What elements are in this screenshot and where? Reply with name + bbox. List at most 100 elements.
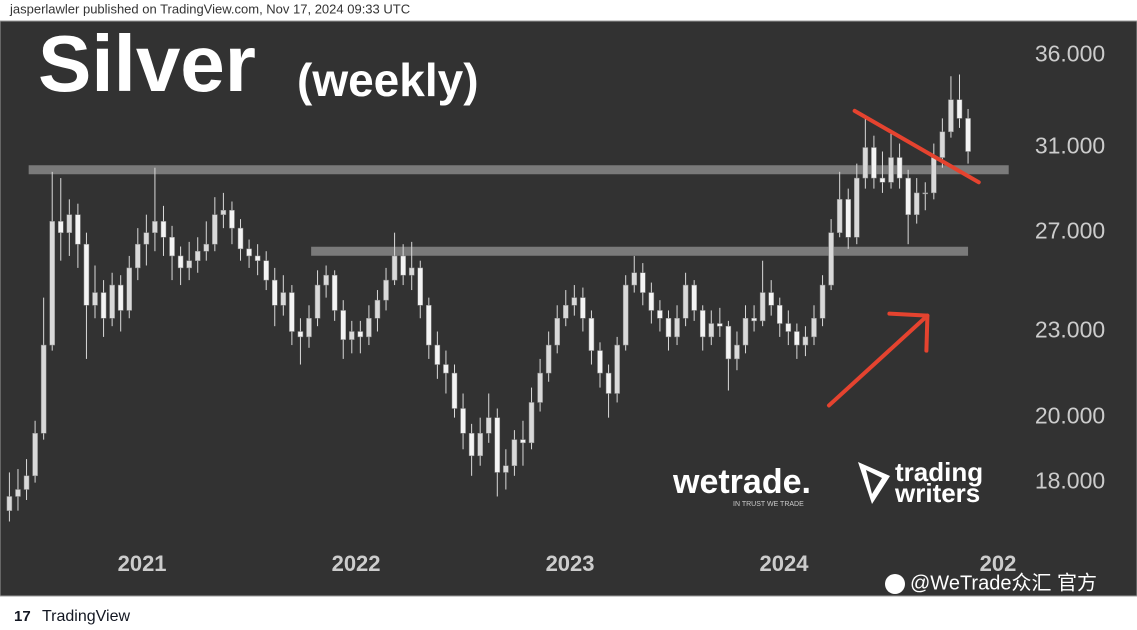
candle-body xyxy=(32,433,38,477)
candle-body xyxy=(888,157,894,183)
candle-body xyxy=(83,243,90,306)
candle-body xyxy=(631,272,637,286)
candle-body xyxy=(349,331,355,340)
candle-body xyxy=(931,157,937,194)
trendline xyxy=(852,108,981,185)
candle-body xyxy=(23,475,30,490)
candle-body xyxy=(682,284,689,319)
candle-body xyxy=(468,433,475,457)
x-tick-label: 2022 xyxy=(332,551,381,576)
trading-writers-icon xyxy=(858,462,890,504)
trading-writers-logo: writers xyxy=(894,478,980,508)
candle-body xyxy=(117,284,124,311)
candle-body xyxy=(40,344,47,434)
candle-body xyxy=(306,318,312,338)
candle-body xyxy=(126,267,132,311)
candle-body xyxy=(503,465,509,473)
candle-body xyxy=(485,417,492,434)
candle-body xyxy=(640,272,646,293)
candle-body xyxy=(563,305,569,319)
candle-body xyxy=(588,318,595,351)
candle-body xyxy=(725,325,732,360)
candle-body xyxy=(237,227,244,250)
candle-body xyxy=(879,177,886,183)
candle-body xyxy=(836,199,843,233)
candle-body xyxy=(674,318,680,338)
candle-body xyxy=(965,118,971,152)
candle-body xyxy=(580,297,586,319)
y-tick-label: 20.000 xyxy=(1035,403,1105,429)
x-tick-label: 202 xyxy=(980,551,1017,576)
candle-body xyxy=(75,214,81,245)
candle-body xyxy=(451,372,458,409)
candle-body xyxy=(913,192,920,215)
arrow-head xyxy=(887,311,930,353)
trading-writers-logo: trading xyxy=(895,457,983,487)
chart-title: Silver xyxy=(38,19,256,108)
candle-body xyxy=(400,255,406,276)
candle-body xyxy=(92,292,98,306)
candle-body xyxy=(545,344,552,374)
candle-body xyxy=(520,439,526,444)
candle-body xyxy=(177,255,184,269)
candle-body xyxy=(340,310,346,340)
candle-body xyxy=(289,292,295,332)
candle-body xyxy=(443,364,449,374)
wetrade-logo: wetrade. xyxy=(672,463,811,501)
candle-body xyxy=(554,318,560,346)
header-text: jasperlawler published on TradingView.co… xyxy=(9,1,410,16)
candle-body xyxy=(734,344,740,360)
candle-body xyxy=(323,274,329,286)
candle-body xyxy=(708,323,715,338)
x-tick-label: 2024 xyxy=(760,551,810,576)
candle-body xyxy=(58,221,64,233)
candle-body xyxy=(665,318,672,338)
candle-body xyxy=(220,210,227,215)
candle-body xyxy=(357,331,364,338)
candle-body xyxy=(212,214,218,245)
candle-body xyxy=(434,344,441,365)
candle-body xyxy=(811,318,817,338)
y-tick-label: 18.000 xyxy=(1035,468,1105,494)
candle-body xyxy=(417,267,424,306)
candle-body xyxy=(169,237,175,257)
candle-body xyxy=(939,131,946,158)
candle-body xyxy=(263,260,269,281)
candle-body xyxy=(605,372,612,394)
candle-body xyxy=(383,279,389,301)
candle-body xyxy=(194,250,201,261)
candle-body xyxy=(854,177,860,238)
y-tick-label: 23.000 xyxy=(1035,317,1105,343)
candle-body xyxy=(571,297,578,306)
candle-body xyxy=(845,199,851,238)
header-bar xyxy=(0,0,1137,20)
candle-body xyxy=(785,323,792,332)
candle-body xyxy=(49,221,55,346)
candle-body xyxy=(648,292,655,311)
candle-body xyxy=(186,260,192,269)
candle-body xyxy=(109,284,115,319)
candle-body xyxy=(426,305,432,346)
candle-body xyxy=(828,232,834,286)
candle-body xyxy=(460,408,466,434)
tv-icon: 17 xyxy=(14,608,31,625)
candle-body xyxy=(297,331,304,338)
candle-body xyxy=(777,305,783,324)
candle-body xyxy=(862,147,869,179)
candle-body xyxy=(331,274,338,311)
y-tick-label: 31.000 xyxy=(1035,133,1105,159)
candle-body xyxy=(622,284,629,346)
footer-brand: TradingView xyxy=(42,608,130,625)
y-tick-label: 27.000 xyxy=(1035,218,1105,244)
candle-body xyxy=(794,331,800,346)
candle-body xyxy=(6,496,13,511)
watermark-icon xyxy=(885,574,905,594)
candle-body xyxy=(956,99,963,119)
candle-body xyxy=(477,433,483,457)
candle-body xyxy=(657,310,663,319)
candle-body xyxy=(314,284,321,319)
candle-body xyxy=(100,292,107,319)
candle-body xyxy=(494,417,501,473)
candle-body xyxy=(537,372,543,403)
